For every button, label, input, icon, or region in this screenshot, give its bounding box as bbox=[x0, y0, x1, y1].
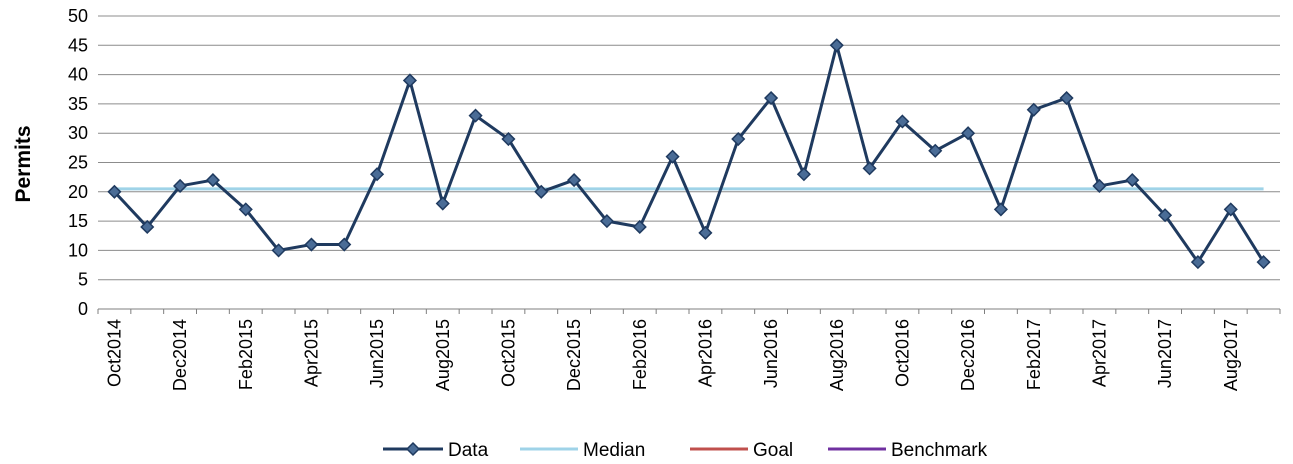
data-point bbox=[501, 131, 516, 147]
y-tick-label: 10 bbox=[68, 240, 88, 260]
x-tick-label: Apr2017 bbox=[1089, 319, 1109, 387]
data-point bbox=[632, 219, 647, 235]
data-point bbox=[567, 173, 582, 188]
y-tick-label: 40 bbox=[68, 65, 88, 85]
data-point bbox=[796, 167, 811, 182]
data-point bbox=[140, 219, 155, 235]
y-tick-label: 20 bbox=[68, 182, 88, 202]
data-point bbox=[961, 126, 976, 141]
data-point bbox=[271, 243, 286, 258]
data-point bbox=[1059, 90, 1074, 106]
series-layer bbox=[107, 38, 1271, 270]
x-tick-label: Jun2015 bbox=[367, 319, 387, 388]
y-axis: 0 5 10 15 20 25 30 35 40 45 50 bbox=[68, 6, 88, 319]
legend-label: Median bbox=[583, 440, 645, 461]
data-point bbox=[895, 114, 910, 129]
legend-item-median: Median bbox=[520, 440, 645, 461]
x-axis: Oct2014 Dec2014 Feb2015 Apr2015 Jun2015 Aug20… bbox=[97, 309, 1281, 391]
y-tick-label: 0 bbox=[78, 299, 88, 319]
data-point bbox=[1125, 173, 1140, 188]
data-point bbox=[764, 90, 779, 106]
data-point bbox=[1190, 255, 1205, 270]
data-point bbox=[1256, 255, 1271, 270]
x-tick-label: Oct2014 bbox=[104, 319, 124, 387]
x-tick-label: Dec2014 bbox=[170, 319, 190, 391]
legend-marker bbox=[405, 441, 421, 457]
data-series-line bbox=[113, 43, 1265, 264]
data-point bbox=[829, 38, 844, 53]
x-tick-label: Feb2016 bbox=[630, 319, 650, 390]
data-point bbox=[205, 173, 220, 188]
x-tick-label: Aug2015 bbox=[433, 319, 453, 391]
y-tick-label: 35 bbox=[68, 94, 88, 114]
data-point bbox=[435, 196, 450, 211]
x-tick-label: Dec2016 bbox=[958, 319, 978, 391]
data-point bbox=[468, 108, 483, 123]
y-tick-label: 25 bbox=[68, 153, 88, 173]
data-point bbox=[928, 143, 943, 158]
data-point bbox=[370, 167, 385, 182]
data-point bbox=[337, 237, 352, 252]
legend-label: Goal bbox=[753, 440, 793, 461]
legend: Data Median Goal Benchmark bbox=[383, 440, 988, 461]
data-point bbox=[993, 202, 1008, 217]
data-point bbox=[1223, 202, 1238, 217]
y-axis-label: Permits bbox=[12, 125, 35, 202]
x-tick-label: Oct2015 bbox=[498, 319, 518, 387]
legend-label: Benchmark bbox=[891, 440, 988, 461]
x-tick-label: Dec2015 bbox=[564, 319, 584, 391]
data-point bbox=[599, 214, 614, 229]
data-point bbox=[698, 225, 713, 240]
y-tick-label: 5 bbox=[78, 270, 88, 290]
data-point bbox=[534, 184, 549, 199]
x-tick-label: Aug2016 bbox=[827, 319, 847, 391]
x-tick-label: Feb2015 bbox=[236, 319, 256, 390]
gridlines bbox=[98, 15, 1280, 310]
x-tick-label: Jun2016 bbox=[761, 319, 781, 388]
data-point bbox=[1026, 102, 1041, 117]
data-point bbox=[402, 73, 417, 88]
data-point bbox=[304, 237, 319, 252]
y-tick-label: 45 bbox=[68, 35, 88, 55]
legend-item-goal: Goal bbox=[690, 440, 793, 461]
y-tick-label: 15 bbox=[68, 211, 88, 231]
data-point bbox=[1158, 208, 1173, 223]
y-tick-label: 50 bbox=[68, 6, 88, 26]
data-point bbox=[107, 184, 122, 199]
legend-item-benchmark: Benchmark bbox=[828, 440, 988, 461]
data-point bbox=[238, 202, 253, 217]
x-tick-label: Feb2017 bbox=[1024, 319, 1044, 390]
data-point bbox=[665, 149, 680, 164]
legend-label: Data bbox=[448, 440, 489, 461]
data-point bbox=[173, 178, 188, 194]
data-point bbox=[731, 131, 746, 147]
x-tick-label: Apr2016 bbox=[695, 319, 715, 387]
x-tick-label: Oct2016 bbox=[892, 319, 912, 387]
x-tick-label: Jun2017 bbox=[1155, 319, 1175, 388]
legend-item-data: Data bbox=[383, 440, 489, 461]
x-tick-label: Apr2015 bbox=[301, 319, 321, 387]
data-point bbox=[1092, 178, 1107, 194]
y-tick-label: 30 bbox=[68, 123, 88, 143]
data-point bbox=[862, 161, 877, 176]
x-tick-label: Aug2017 bbox=[1221, 319, 1241, 391]
